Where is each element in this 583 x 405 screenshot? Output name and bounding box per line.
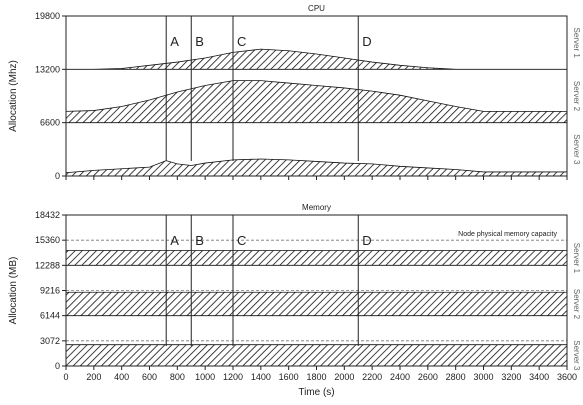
event-marker-label: A [170, 233, 179, 248]
y-tick-label: 15360 [35, 235, 60, 245]
series-area-server-3 [65, 158, 568, 177]
event-marker-label: D [362, 233, 371, 248]
y-tick-label: 13200 [35, 64, 60, 74]
cpu-plot-frame [65, 15, 568, 177]
x-tick-label: 800 [170, 372, 185, 382]
memory-plot-frame [65, 214, 568, 367]
x-tick-label: 2200 [362, 372, 382, 382]
series-label-server-2: Server 2 [572, 81, 581, 112]
y-tick-label: 12288 [35, 260, 60, 270]
x-tick-label: 3200 [501, 372, 521, 382]
event-marker-label: C [237, 34, 246, 49]
series-label-server-1: Server 1 [572, 28, 581, 59]
y-tick-label: 0 [55, 361, 60, 371]
series-label-server-3: Server 3 [572, 134, 581, 165]
event-marker-label: B [195, 34, 204, 49]
cpu-panel: CPU Allocation (Mhz) 0 6600 13200 19800 Server… [8, 4, 581, 181]
y-tick-label: 6144 [40, 311, 60, 321]
y-tick-label: 19800 [35, 11, 60, 21]
series-area-server-2 [65, 291, 568, 317]
series-label-server-3: Server 3 [572, 340, 581, 371]
x-tick-label: 1000 [195, 372, 215, 382]
series-area-server-1 [66, 48, 567, 70]
cpu-y-axis-label: Allocation (Mhz) [8, 60, 19, 132]
memory-y-axis-label: Allocation (MB) [8, 257, 19, 325]
series-area-server-2 [65, 80, 568, 124]
x-tick-label: 0 [63, 372, 68, 382]
capacity-annotation: Node physical memory capacity [458, 231, 557, 238]
memory-panel: Memory Allocation (MB) 0 3072 6144 9216 12288 1… [8, 203, 581, 398]
y-tick-label: 9216 [40, 286, 60, 296]
x-tick-label: 1800 [306, 372, 326, 382]
x-tick-label: 2800 [446, 372, 466, 382]
series-area-server-3 [65, 344, 568, 367]
x-tick-label: 3600 [557, 372, 577, 382]
x-tick-label: 600 [142, 372, 157, 382]
x-tick-label: 2400 [390, 372, 410, 382]
x-axis-label: Time (s) [298, 387, 334, 398]
x-tick-label: 3400 [529, 372, 549, 382]
y-tick-label: 0 [55, 171, 60, 181]
series-area-server-1 [65, 250, 568, 266]
series-label-server-2: Server 2 [572, 289, 581, 320]
series-label-server-1: Server 1 [572, 243, 581, 274]
x-tick-label: 2600 [418, 372, 438, 382]
x-tick-label: 1200 [223, 372, 243, 382]
x-tick-label: 200 [86, 372, 101, 382]
event-marker-label: A [170, 34, 179, 49]
cpu-panel-title: CPU [308, 4, 325, 13]
event-marker-label: B [195, 233, 204, 248]
memory-panel-title: Memory [302, 203, 331, 212]
x-tick-label: 2000 [334, 372, 354, 382]
x-tick-label: 3000 [473, 372, 493, 382]
event-marker-label: C [237, 233, 246, 248]
x-tick-label: 1400 [251, 372, 271, 382]
x-tick-label: 400 [114, 372, 129, 382]
y-tick-label: 18432 [35, 210, 60, 220]
x-tick-label: 1600 [279, 372, 299, 382]
y-tick-label: 6600 [40, 118, 60, 128]
y-tick-label: 3072 [40, 336, 60, 346]
event-marker-label: D [362, 34, 371, 49]
